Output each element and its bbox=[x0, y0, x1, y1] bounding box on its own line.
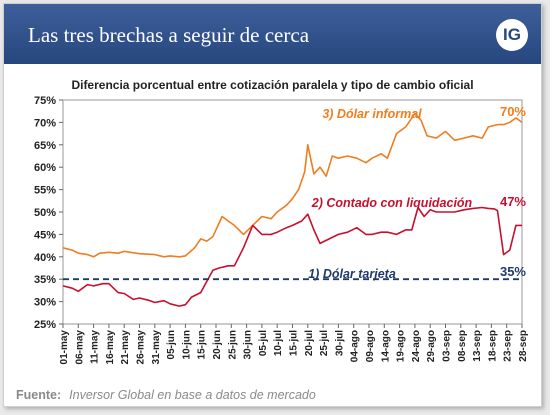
end-label-ccl: 47% bbox=[500, 194, 526, 209]
chart-title: Diferencia porcentual entre cotización p… bbox=[71, 78, 474, 92]
x-tick-label: 08-sep bbox=[457, 330, 468, 362]
x-tick-label: 25-jun bbox=[227, 330, 238, 359]
x-tick-label: 18-sep bbox=[487, 330, 498, 362]
x-tick-label: 20-jun bbox=[212, 330, 223, 359]
x-tick-label: 10-jun bbox=[181, 330, 192, 359]
x-tick-label: 15-jul bbox=[289, 330, 300, 356]
x-tick-label: 14-ago bbox=[380, 330, 391, 362]
y-tick-label: 55% bbox=[34, 185, 56, 197]
x-tick-label: 13-sep bbox=[472, 330, 483, 362]
ig-logo-icon: IG bbox=[496, 19, 528, 51]
x-tick-label: 05-jul bbox=[258, 330, 269, 356]
header-banner: Las tres brechas a seguir de cerca IG bbox=[4, 4, 541, 64]
y-tick-label: 30% bbox=[34, 297, 56, 309]
x-tick-label: 31-may bbox=[151, 330, 162, 365]
x-tick-label: 20-jul bbox=[304, 330, 315, 356]
source-footer: Fuente: Inversor Global en base a datos d… bbox=[16, 388, 316, 402]
x-tick-label: 28-sep bbox=[518, 330, 529, 362]
x-tick-label: 03-sep bbox=[442, 330, 453, 362]
x-tick-label: 19-ago bbox=[396, 330, 407, 362]
x-tick-label: 15-jun bbox=[197, 330, 208, 359]
end-label-tarjeta: 35% bbox=[500, 264, 526, 279]
source-text: Inversor Global en base a datos de merca… bbox=[69, 388, 316, 402]
x-tick-label: 16-may bbox=[105, 330, 116, 365]
series-informal-line bbox=[62, 112, 523, 258]
x-tick-label: 04-ago bbox=[350, 330, 361, 362]
x-tick-label: 09-ago bbox=[365, 330, 376, 362]
x-tick-label: 10-jul bbox=[273, 330, 284, 356]
x-tick-label: 30-jun bbox=[243, 330, 254, 359]
y-tick-label: 25% bbox=[34, 319, 56, 331]
series-label-ccl: 2) Contado con liquidación bbox=[311, 196, 473, 210]
x-tick-label: 24-ago bbox=[411, 330, 422, 362]
y-tick-label: 35% bbox=[34, 274, 56, 286]
x-tick-label: 06-may bbox=[74, 330, 85, 365]
x-tick-label: 30-jul bbox=[334, 330, 345, 356]
y-tick-label: 50% bbox=[34, 207, 56, 219]
series-label-tarjeta: 1) Dólar tarjeta bbox=[308, 267, 396, 281]
x-tick-label: 26-may bbox=[136, 330, 147, 365]
x-tick-label: 29-ago bbox=[426, 330, 437, 362]
series-ccl-line bbox=[62, 206, 522, 307]
x-tick-label: 11-may bbox=[90, 330, 101, 364]
y-tick-label: 75% bbox=[34, 95, 56, 107]
page-title: Las tres brechas a seguir de cerca bbox=[28, 23, 310, 47]
y-tick-label: 60% bbox=[34, 162, 56, 174]
x-tick-label: 23-sep bbox=[503, 330, 514, 362]
y-tick-label: 65% bbox=[34, 140, 56, 152]
x-tick-label: 25-jul bbox=[319, 330, 330, 356]
y-tick-label: 70% bbox=[34, 117, 56, 129]
source-label: Fuente: bbox=[16, 388, 62, 402]
end-label-informal: 70% bbox=[500, 104, 526, 119]
x-tick-label: 21-may bbox=[120, 330, 131, 365]
y-tick-label: 45% bbox=[34, 229, 56, 241]
chart-card: Las tres brechas a seguir de cerca IG Di… bbox=[3, 3, 542, 407]
line-chart: 25% 30% 35% 40% 45% 50% 55% 60% 65% 70% 75% 01-may 0… bbox=[34, 95, 529, 365]
x-tick-label: 05-jun bbox=[166, 330, 177, 359]
x-tick-label: 01-may bbox=[59, 330, 70, 365]
series-label-informal: 3) Dólar informal bbox=[322, 107, 422, 121]
y-tick-label: 40% bbox=[34, 252, 56, 264]
